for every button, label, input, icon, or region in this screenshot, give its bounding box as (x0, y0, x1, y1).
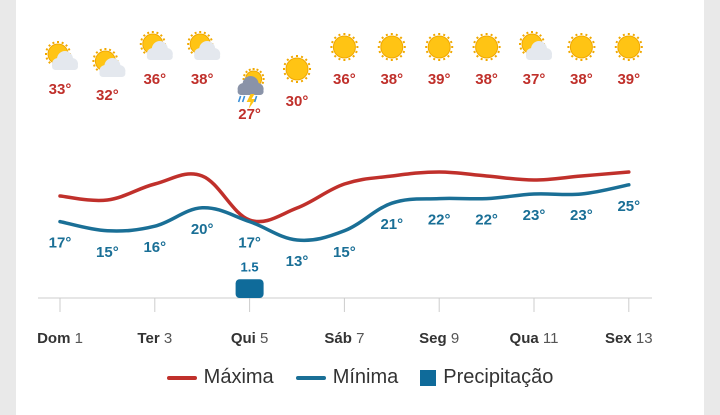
sun-cloud-icon (139, 31, 173, 60)
sun-icon (472, 33, 501, 61)
legend-item-max[interactable]: Máxima (166, 366, 274, 389)
forecast-card (16, 0, 704, 415)
legend-item-precip[interactable]: Precipitação (420, 366, 553, 389)
max-label-7: 36° (333, 71, 356, 88)
x-tick-day-1: Dom (37, 330, 75, 347)
precip-bar-5 (235, 279, 264, 298)
min-label-6: 13° (286, 253, 309, 270)
sun-cloud-icon (519, 31, 552, 60)
min-label-11: 23° (523, 207, 546, 224)
legend-label-min: Mínima (332, 366, 399, 388)
min-label-3: 16° (143, 239, 166, 256)
sun-icon (377, 33, 406, 61)
max-label-12: 38° (570, 71, 593, 88)
series-line-max (58, 170, 631, 224)
sun-icon (425, 33, 454, 61)
max-label-5: 27° (238, 106, 261, 123)
sun-icon (567, 33, 596, 61)
max-label-3: 36° (143, 71, 166, 88)
min-label-12: 23° (570, 207, 593, 224)
x-tick-day-5: Qui (231, 330, 260, 347)
x-tick-label-1: Dom 1 (37, 330, 83, 347)
sun-cloud-icon (92, 48, 126, 77)
x-tick-num-13: 13 (636, 330, 653, 347)
legend-label-precip: Precipitação (443, 366, 554, 388)
max-label-11: 37° (523, 71, 546, 88)
min-label-7: 15° (333, 244, 356, 261)
x-tick-num-1: 1 (75, 330, 83, 347)
storm-icon (237, 68, 265, 109)
min-label-2: 15° (96, 244, 119, 261)
x-tick-day-3: Ter (137, 330, 163, 347)
x-tick-num-9: 9 (451, 330, 459, 347)
x-tick-day-13: Sex (605, 330, 636, 347)
x-tick-day-11: Qua (510, 330, 543, 347)
sun-icon (614, 33, 643, 61)
x-tick-day-9: Seg (419, 330, 451, 347)
legend-swatch-max (166, 375, 197, 380)
legend-item-min[interactable]: Mínima (295, 366, 399, 389)
x-tick-label-7: Sáb 7 (324, 330, 364, 347)
series-line-min (58, 183, 631, 243)
legend-label-max: Máxima (203, 366, 274, 388)
legend-swatch-precip (420, 369, 437, 386)
min-label-4: 20° (191, 221, 214, 238)
min-label-5: 17° (238, 235, 261, 252)
max-label-9: 39° (428, 71, 451, 88)
x-tick-label-11: Qua 11 (510, 330, 559, 347)
max-label-1: 33° (49, 81, 72, 98)
max-label-6: 30° (286, 93, 309, 110)
min-label-8: 21° (380, 216, 403, 233)
max-label-10: 38° (475, 71, 498, 88)
chart-legend: Máxima Mínima Precipitação (0, 366, 720, 389)
min-label-13: 25° (617, 198, 640, 215)
max-label-2: 32° (96, 87, 119, 104)
sun-icon (330, 33, 359, 61)
x-tick-label-3: Ter 3 (137, 330, 172, 347)
precip-label-5: 1.5 (241, 259, 259, 274)
min-label-9: 22° (428, 212, 451, 229)
sun-cloud-icon (45, 41, 78, 70)
x-tick-num-7: 7 (356, 330, 364, 347)
x-tick-day-7: Sáb (324, 330, 356, 347)
x-tick-num-11: 11 (543, 330, 559, 347)
x-tick-label-13: Sex 13 (605, 330, 653, 347)
legend-swatch-min (295, 375, 326, 380)
max-label-4: 38° (191, 71, 214, 88)
x-tick-label-5: Qui 5 (231, 330, 269, 347)
min-label-1: 17° (49, 235, 72, 252)
sun-cloud-icon (187, 31, 221, 60)
x-tick-num-3: 3 (164, 330, 172, 347)
x-tick-label-9: Seg 9 (419, 330, 459, 347)
max-label-13: 39° (617, 71, 640, 88)
min-label-10: 22° (475, 212, 498, 229)
sun-icon (283, 55, 311, 83)
max-label-8: 38° (380, 71, 403, 88)
x-tick-num-5: 5 (260, 330, 268, 347)
